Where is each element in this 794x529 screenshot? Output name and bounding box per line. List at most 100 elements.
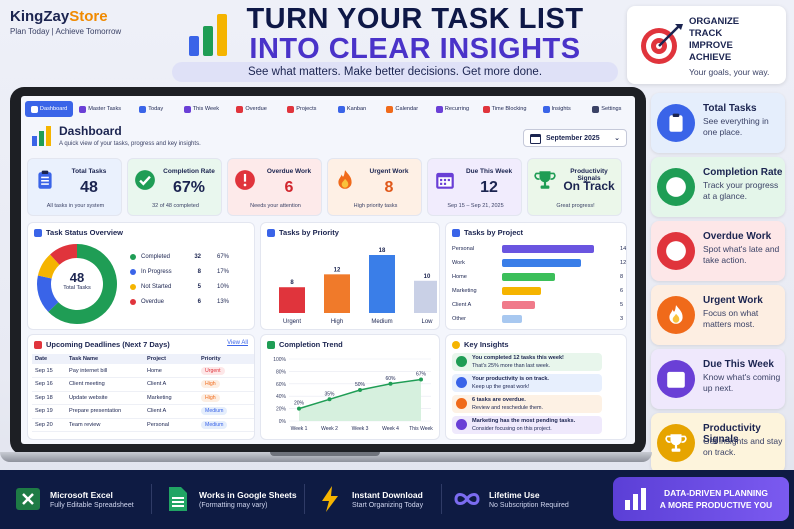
- status-title: Task Status Overview: [34, 228, 123, 237]
- page-subtitle: A quick view of your tasks, progress and…: [59, 141, 201, 147]
- footer-item: Works in Google Sheets (Formatting may va…: [163, 482, 297, 516]
- tab-time-blocking[interactable]: Time Blocking: [479, 101, 531, 117]
- clipboard-icon: [669, 113, 683, 132]
- feature-card: Completion Rate Track your progress at a …: [651, 157, 785, 217]
- kpi-card: Due This Week 12 Sep 15 – Sep 21, 2025: [427, 158, 522, 216]
- x-tick: This Week: [409, 426, 433, 432]
- tab-recurring[interactable]: Recurring: [428, 101, 476, 117]
- cell-task: Update website: [66, 391, 144, 405]
- tab-icon: [337, 105, 345, 113]
- tab-icon: [386, 105, 394, 113]
- calendar-icon: [667, 371, 685, 388]
- column-header: Project: [144, 354, 198, 364]
- trend-label: 67%: [416, 371, 427, 377]
- cell-date: Sep 15: [32, 364, 66, 378]
- legend-pct: 13%: [216, 299, 229, 305]
- insight-title: 6 tasks are overdue.: [472, 397, 526, 403]
- cell-date: Sep 16: [32, 377, 66, 392]
- footer-text: Microsoft Excel Fully Editable Spreadshee…: [50, 490, 134, 509]
- trend-icon: [267, 340, 275, 349]
- month-select[interactable]: September 2025 ⌄: [523, 129, 627, 147]
- tab-label: Insights: [551, 106, 571, 112]
- alert-icon: [666, 241, 686, 261]
- project-count: 8: [620, 273, 624, 280]
- tab-dashboard[interactable]: Dashboard: [25, 101, 74, 117]
- legend-name: Completed: [141, 254, 171, 260]
- page-title: Dashboard: [59, 124, 122, 138]
- project-row: Personal 14: [452, 243, 628, 254]
- project-bar: [502, 244, 594, 253]
- dashboard-chart-icon: [32, 126, 51, 146]
- feature-card: Overdue Work Spot what's late and take ac…: [651, 221, 785, 281]
- legend-count: 8: [197, 269, 201, 275]
- tab-label: This Week: [192, 106, 220, 112]
- kpi-card: Overdue Work 6 Needs your attention: [227, 158, 322, 216]
- table-row[interactable]: Sep 20 Team review Personal Medium: [32, 418, 254, 432]
- tab-icon: [435, 105, 443, 113]
- priority-badge: High: [201, 380, 220, 389]
- insight-sub: Review and reschedule them.: [472, 404, 544, 411]
- x-tick: Week 1: [291, 426, 308, 432]
- project-count: 14: [620, 245, 627, 252]
- tab-master-tasks[interactable]: Master Tasks: [75, 101, 125, 117]
- trend-label: 60%: [385, 376, 396, 382]
- tab-icon: [236, 105, 244, 113]
- table-row[interactable]: Sep 15 Pay internet bill Home Urgent: [32, 364, 254, 378]
- tab-overdue[interactable]: Overdue: [228, 101, 276, 117]
- kpi-card: Completion Rate 67% 32 of 48 completed: [127, 158, 222, 216]
- feature-title: Overdue Work: [703, 231, 772, 242]
- status-panel: Task Status Overview 48 Total Tasks Comp…: [27, 222, 255, 330]
- laptop-notch: [270, 452, 380, 456]
- tab-projects[interactable]: Projects: [278, 101, 326, 117]
- footer-text: Works in Google Sheets (Formatting may va…: [199, 490, 297, 509]
- cta-line1: DATA-DRIVEN PLANNING: [663, 488, 769, 498]
- insight-title: Your productivity is on track.: [472, 376, 549, 382]
- view-all-link[interactable]: View All: [227, 340, 248, 346]
- project-count: 6: [620, 287, 624, 294]
- tab-kanban[interactable]: Kanban: [328, 101, 376, 117]
- kpi-value: 12: [480, 179, 498, 196]
- tab-this-week[interactable]: This Week: [177, 101, 225, 117]
- kpi-value: 8: [384, 179, 394, 196]
- excel-icon: [14, 484, 42, 514]
- tab-calendar[interactable]: Calendar: [378, 101, 426, 117]
- check-icon: [666, 177, 686, 197]
- legend-count: 5: [197, 284, 201, 290]
- trend-chart: 100% 80% 60% 40% 20% 0% 20% Week 1 35% Week 2 50% W…: [273, 357, 433, 432]
- fire-icon: [338, 170, 352, 189]
- insight-item: Your productivity is on track. Keep up th…: [452, 374, 602, 392]
- project-title: Tasks by Project: [452, 228, 523, 237]
- legend-count: 6: [197, 299, 201, 305]
- tab-settings[interactable]: Settings: [583, 101, 631, 117]
- tab-today[interactable]: Today: [127, 101, 175, 117]
- headline-subtitle: See what matters. Make better decisions.…: [172, 62, 618, 82]
- kpi-icon-wrap: [234, 169, 256, 191]
- table-row[interactable]: Sep 16 Client meeting Client A High: [32, 377, 254, 392]
- tab-label: Kanban: [346, 106, 367, 112]
- kpi-value: 6: [284, 179, 294, 196]
- insights-panel: Key Insights You completed 12 tasks this…: [445, 334, 627, 440]
- deadlines-panel: Upcoming Deadlines (Next 7 Days) View Al…: [27, 334, 255, 440]
- priority-label: Medium: [371, 319, 392, 325]
- clipboard-icon: [38, 170, 52, 189]
- table-row[interactable]: Sep 18 Update website Marketing High: [32, 391, 254, 405]
- footer-divider: [151, 484, 152, 514]
- headline-line2: INTO CLEAR INSIGHTS: [249, 33, 581, 65]
- cta-banner: DATA-DRIVEN PLANNING A MORE PRODUCTIVE Y…: [613, 477, 789, 521]
- promo-lines: ORGANIZE TRACK IMPROVE ACHIEVE Your goal…: [689, 16, 769, 78]
- status-donut: [37, 244, 118, 324]
- footer-desc: (Formatting may vary): [199, 501, 268, 509]
- insights-title: Key Insights: [452, 340, 509, 349]
- bar-chart-icon: [625, 488, 646, 510]
- feature-desc: Get insights and stay on track.: [703, 436, 783, 457]
- priority-value: 8: [290, 280, 294, 286]
- insight-item: Marketing has the most pending tasks. Con…: [452, 416, 602, 434]
- project-row: Home 8: [452, 271, 628, 282]
- kpi-card: Total Tasks 48 All tasks in your system: [27, 158, 122, 216]
- tab-insights[interactable]: Insights: [533, 101, 581, 117]
- legend-pct: 67%: [216, 254, 229, 260]
- trend-point: [297, 406, 301, 411]
- table-row[interactable]: Sep 19 Prepare presentation Client A Medium: [32, 404, 254, 419]
- feature-icon-badge: [657, 360, 695, 398]
- donut-total: 48: [69, 270, 85, 285]
